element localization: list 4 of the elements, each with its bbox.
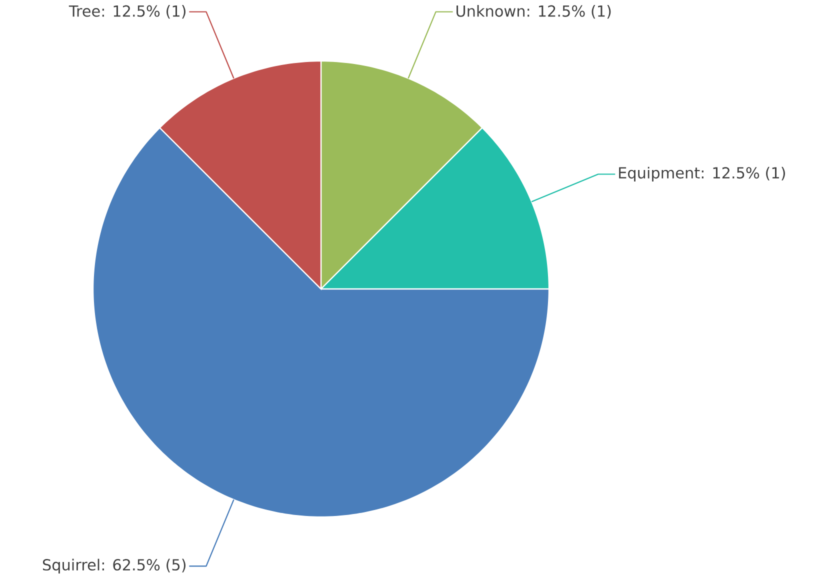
slice-label: Equipment: 12.5% (1) <box>619 166 785 182</box>
slice-label: Tree: 12.5% (1) <box>68 5 186 19</box>
slice-label: Unknown: 12.5% (1) <box>456 5 611 19</box>
slice-label: Squirrel: 62.5% (5) <box>42 558 186 574</box>
